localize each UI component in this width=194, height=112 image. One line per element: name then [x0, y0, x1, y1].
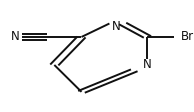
- Text: N: N: [11, 30, 20, 43]
- Text: Br: Br: [180, 30, 194, 43]
- Text: N: N: [143, 58, 152, 71]
- Text: N: N: [112, 20, 121, 33]
